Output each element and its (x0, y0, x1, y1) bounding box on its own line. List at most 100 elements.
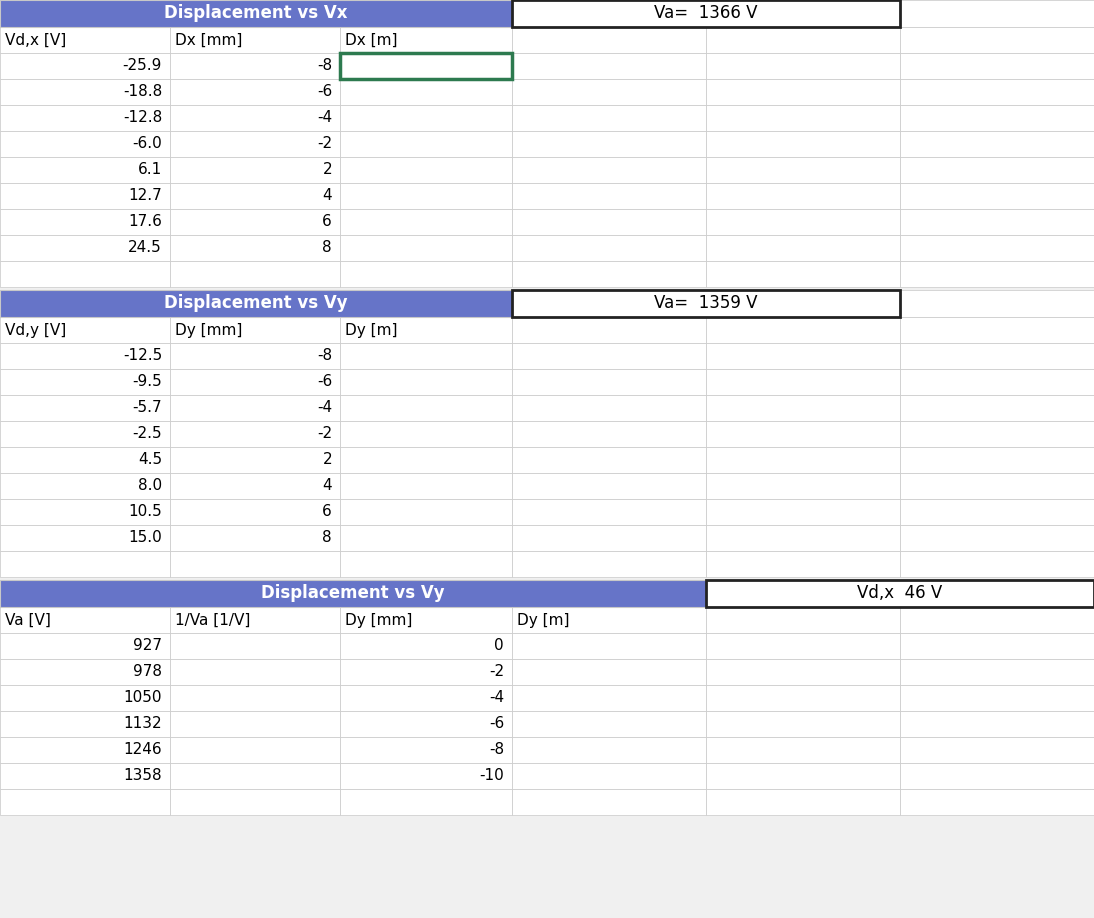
Bar (170, 235, 340, 261)
Bar (900, 447, 1094, 473)
Bar (340, 79, 512, 105)
Bar (900, 711, 1094, 737)
Bar (706, 369, 900, 395)
Text: 2: 2 (323, 453, 331, 467)
Bar (512, 789, 706, 815)
Bar (340, 369, 512, 395)
Text: 2: 2 (323, 162, 331, 177)
Text: 8: 8 (323, 241, 331, 255)
Text: 1246: 1246 (124, 743, 162, 757)
Bar (900, 131, 1094, 157)
Text: -8: -8 (489, 743, 504, 757)
Text: 10.5: 10.5 (128, 505, 162, 520)
Bar (512, 447, 706, 473)
Text: -2: -2 (489, 665, 504, 679)
Bar (340, 261, 512, 287)
Bar (900, 209, 1094, 235)
Bar (900, 551, 1094, 577)
Bar (0, 209, 170, 235)
Bar (170, 607, 340, 633)
Bar (340, 789, 512, 815)
Bar (170, 789, 340, 815)
Bar (340, 131, 512, 157)
Text: -4: -4 (317, 110, 331, 126)
Text: Dy [mm]: Dy [mm] (345, 612, 412, 628)
Bar (706, 737, 900, 763)
Bar (512, 369, 706, 395)
Bar (0, 763, 170, 789)
Bar (706, 395, 900, 421)
Bar (340, 685, 512, 711)
Bar (0, 607, 170, 633)
Bar (512, 525, 706, 551)
Bar (170, 659, 340, 685)
Bar (512, 27, 706, 53)
Bar (900, 290, 1094, 317)
Bar (706, 580, 1094, 607)
Bar (706, 131, 900, 157)
Bar (340, 235, 512, 261)
Bar (900, 79, 1094, 105)
Bar (900, 789, 1094, 815)
Bar (512, 607, 706, 633)
Bar (900, 763, 1094, 789)
Text: Displacement vs Vx: Displacement vs Vx (164, 5, 348, 23)
Text: Displacement vs Vy: Displacement vs Vy (261, 585, 445, 602)
Bar (512, 343, 706, 369)
Bar (0, 633, 170, 659)
Bar (170, 633, 340, 659)
Text: -2: -2 (317, 137, 331, 151)
Text: 1132: 1132 (124, 717, 162, 732)
Bar (0, 711, 170, 737)
Bar (512, 633, 706, 659)
Bar (900, 317, 1094, 343)
Bar (512, 131, 706, 157)
Bar (170, 473, 340, 499)
Text: Dx [mm]: Dx [mm] (175, 32, 243, 48)
Bar (340, 737, 512, 763)
Bar (900, 53, 1094, 79)
Bar (900, 633, 1094, 659)
Bar (512, 105, 706, 131)
Bar (900, 607, 1094, 633)
Bar (340, 659, 512, 685)
Bar (900, 395, 1094, 421)
Bar (900, 157, 1094, 183)
Bar (0, 447, 170, 473)
Text: Dy [m]: Dy [m] (345, 322, 397, 338)
Text: 4: 4 (323, 478, 331, 494)
Text: 927: 927 (133, 639, 162, 654)
Bar (900, 473, 1094, 499)
Bar (706, 209, 900, 235)
Bar (170, 525, 340, 551)
Bar (512, 737, 706, 763)
Bar (512, 209, 706, 235)
Bar (512, 157, 706, 183)
Bar (170, 209, 340, 235)
Bar (170, 79, 340, 105)
Bar (900, 499, 1094, 525)
Text: Vd,y [V]: Vd,y [V] (5, 322, 67, 338)
Bar (170, 447, 340, 473)
Bar (706, 317, 900, 343)
Bar (706, 421, 900, 447)
Bar (0, 105, 170, 131)
Bar (0, 789, 170, 815)
Bar (340, 447, 512, 473)
Bar (340, 317, 512, 343)
Bar (706, 183, 900, 209)
Bar (512, 551, 706, 577)
Bar (170, 157, 340, 183)
Text: 6: 6 (323, 215, 331, 230)
Bar (170, 685, 340, 711)
Text: -6.0: -6.0 (132, 137, 162, 151)
Bar (0, 131, 170, 157)
Bar (900, 525, 1094, 551)
Bar (340, 421, 512, 447)
Bar (706, 343, 900, 369)
Bar (0, 317, 170, 343)
Bar (900, 343, 1094, 369)
Bar (900, 183, 1094, 209)
Bar (0, 261, 170, 287)
Text: 978: 978 (133, 665, 162, 679)
